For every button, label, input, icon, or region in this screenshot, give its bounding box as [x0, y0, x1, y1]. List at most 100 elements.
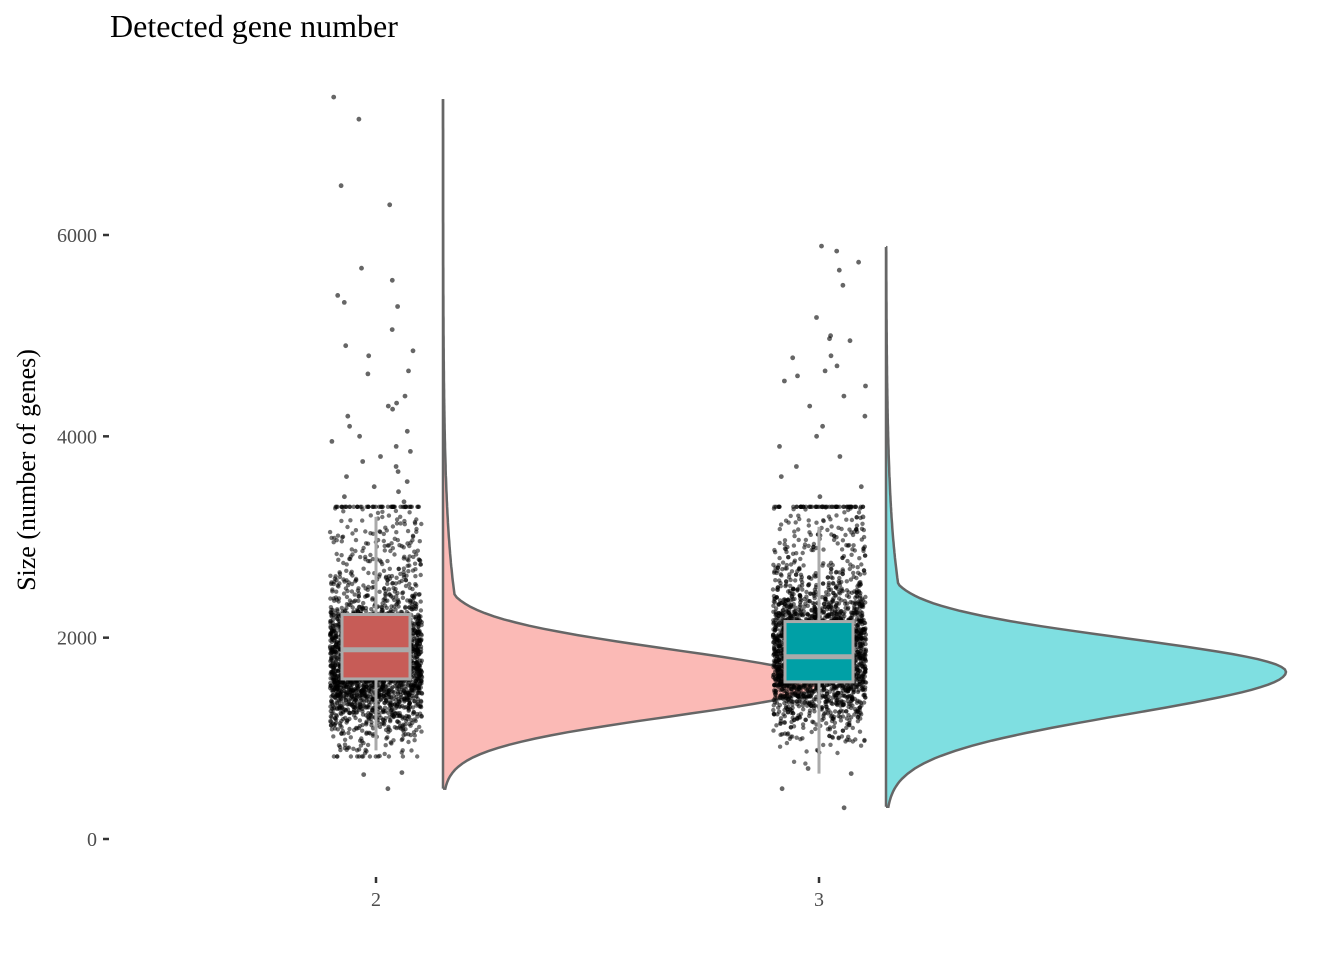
rain-point [855, 698, 860, 703]
rain-point [328, 676, 333, 681]
rain-point [357, 718, 363, 723]
rain-point [409, 717, 414, 723]
rain-point [333, 716, 338, 721]
rain-point [410, 705, 416, 710]
rain-point [369, 714, 374, 719]
rain-point [329, 694, 334, 699]
rain-point [334, 589, 339, 594]
rain-point [382, 548, 387, 553]
rain-point [417, 663, 422, 668]
rain-point [385, 403, 391, 409]
rain-point [410, 633, 415, 639]
rain-point [393, 607, 398, 612]
rain-point [412, 561, 418, 566]
rain-point [328, 719, 333, 724]
chart-title: Detected gene number [110, 8, 398, 44]
rain-point [771, 506, 777, 511]
rain-point [373, 754, 378, 759]
rain-point [408, 723, 413, 728]
rain-point [348, 554, 353, 559]
rain-point [830, 576, 835, 581]
rain-point [845, 543, 851, 548]
rain-point [856, 510, 862, 515]
rain-point [858, 743, 864, 748]
rain-point [402, 554, 407, 559]
rain-point [361, 566, 366, 571]
rain-point [390, 685, 395, 690]
rain-point [369, 723, 374, 728]
rain-point [345, 524, 350, 530]
rain-point [402, 696, 407, 702]
rain-point [413, 567, 418, 572]
rain-point [796, 513, 801, 518]
rain-point [861, 652, 866, 657]
rain-point [376, 690, 381, 695]
rain-point [400, 754, 406, 759]
rain-point [360, 518, 365, 523]
rain-point [837, 694, 842, 700]
rain-point [832, 692, 837, 698]
rain-point [853, 504, 858, 509]
rain-point [419, 691, 425, 696]
rain-point [389, 689, 394, 694]
rain-point [774, 723, 779, 728]
rain-point [334, 551, 339, 557]
rain-point [341, 560, 346, 566]
rain-point [772, 570, 777, 575]
rain-point [381, 688, 386, 694]
rain-point [392, 597, 397, 603]
rain-point [403, 705, 408, 710]
rain-point [838, 609, 844, 614]
rain-point [846, 605, 851, 610]
rain-point [330, 589, 335, 594]
rain-point [397, 580, 402, 585]
rain-point [359, 739, 365, 744]
rain-point [332, 723, 337, 728]
rain-point [358, 702, 363, 707]
rain-point [813, 726, 818, 732]
rain-point [411, 554, 416, 560]
rain-point [347, 423, 352, 429]
rain-point [415, 629, 420, 635]
rain-point [344, 568, 349, 573]
rain-point [380, 561, 385, 567]
rain-point [804, 749, 809, 754]
rain-point [368, 513, 373, 518]
rain-point [378, 454, 383, 459]
rain-point [378, 529, 383, 535]
rain-point [384, 736, 389, 741]
rain-point [821, 518, 826, 524]
rain-point [776, 705, 781, 710]
rain-point [861, 527, 866, 533]
rain-point [850, 725, 855, 731]
rain-point [378, 504, 384, 509]
rain-point [328, 596, 333, 601]
rain-point [336, 643, 341, 648]
rain-point [772, 700, 778, 705]
rain-point [780, 560, 786, 565]
rain-point [406, 708, 411, 713]
rain-point [362, 751, 368, 756]
rain-point [333, 574, 338, 579]
rain-point [390, 712, 395, 718]
rain-point [398, 681, 403, 686]
rain-point [399, 543, 404, 549]
rain-point [777, 744, 783, 749]
rain-point [851, 543, 856, 548]
rain-point [389, 277, 395, 283]
rain-point [387, 202, 393, 208]
rain-point [400, 727, 406, 732]
rain-point [412, 699, 417, 704]
rain-point [796, 686, 802, 691]
rain-point [360, 507, 365, 512]
rain-point [828, 570, 834, 575]
rain-point [773, 578, 778, 583]
rain-point [778, 662, 784, 667]
rain-point [782, 714, 787, 719]
rain-point [858, 700, 864, 706]
rain-point [394, 400, 399, 406]
rain-point [842, 610, 847, 615]
rain-point [334, 692, 339, 697]
rain-point [360, 605, 366, 610]
